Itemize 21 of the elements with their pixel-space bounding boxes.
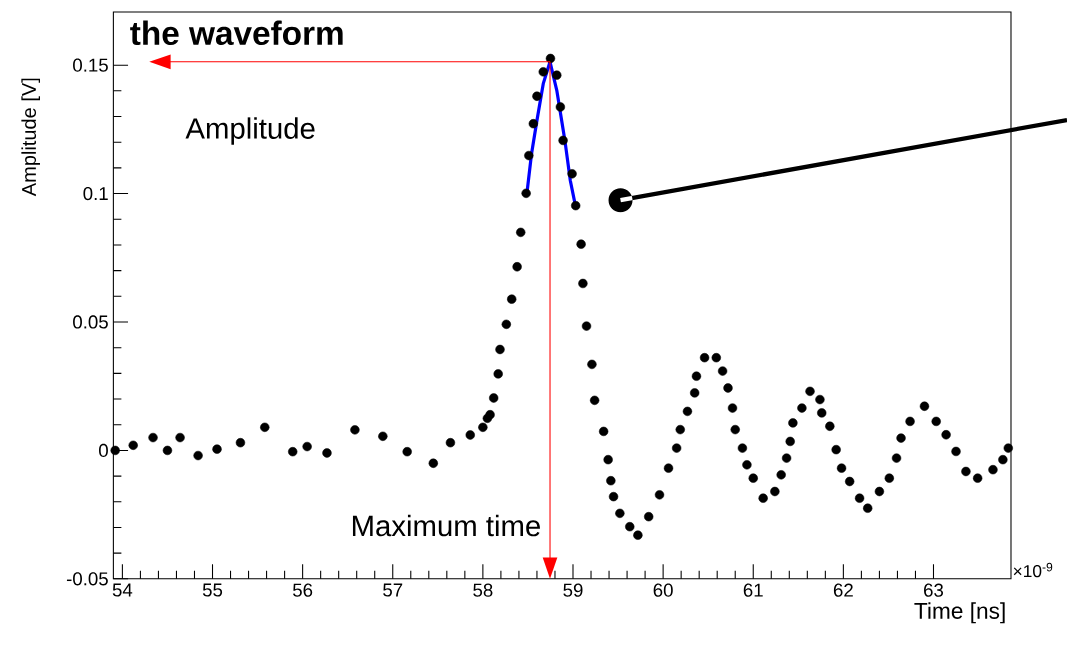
- x-tick-label: 61: [743, 583, 763, 597]
- x-tick-label: 60: [653, 583, 673, 597]
- x-tick-label: 58: [473, 583, 493, 597]
- text: ×10$^{-9}$: [1013, 562, 1053, 578]
- x-tick-label: 57: [383, 583, 403, 597]
- x-tick-label: 56: [293, 583, 313, 597]
- chart-title: the waveform: [130, 20, 343, 45]
- x-tick-label: 59: [563, 583, 583, 597]
- y-tick-label: 0: [99, 443, 108, 457]
- y-tick-label: 0.05: [73, 315, 108, 329]
- ref-line-label: Amplitude: [185, 117, 315, 145]
- y-tick-label: 0.15: [73, 58, 108, 72]
- x-tick-label: 55: [202, 583, 223, 597]
- y-tick-label: 0.1: [83, 186, 108, 201]
- x-tick-label: 63: [924, 583, 944, 597]
- y-axis-title: Amplitude [V]: [21, 78, 40, 197]
- ref-line-label: Maximum time: [352, 514, 540, 537]
- x-axis-title: Time [ns]: [914, 602, 1005, 624]
- x-tick-label: 54: [112, 583, 133, 597]
- y-tick-label: -0.05: [66, 572, 108, 586]
- x-tick-label: 62: [833, 583, 853, 597]
